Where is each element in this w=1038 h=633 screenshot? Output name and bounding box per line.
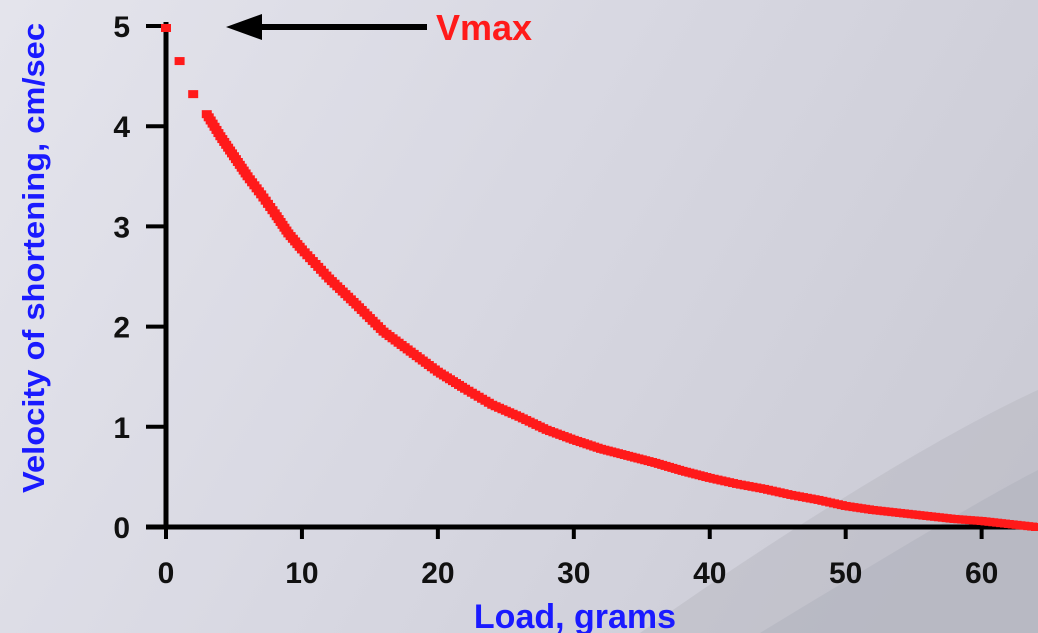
x-tick-label: 10 [285,557,318,590]
y-tick-label: 0 [113,512,130,545]
vmax-annotation: Vmax [436,7,532,48]
data-point-fill [483,398,494,407]
x-tick-label: 20 [421,557,454,590]
x-tick-label: 60 [965,557,998,590]
data-point-fill [782,490,793,499]
y-axis-ticks: 0 1 2 3 4 5 [113,11,166,545]
data-point-fill [646,457,657,466]
data-point-fill [945,514,956,523]
data-point-fill [701,473,712,482]
y-tick-label: 2 [113,312,130,345]
y-tick-label: 5 [113,11,130,44]
data-point-fill [728,479,739,488]
data-point-fill [348,297,359,306]
x-tick-label: 30 [557,557,590,590]
data-point-fill [918,511,929,520]
data-point-fill [538,424,549,433]
data-point-fill [402,345,413,354]
data-point-fill [267,206,278,215]
data-point-fill [836,501,847,510]
data-point-fill [863,505,874,514]
data-point-fill [213,129,224,138]
data-point-fill [972,516,983,525]
data-point-fill [294,242,305,251]
data-point-fill [891,508,902,517]
series-vmax-curve [161,24,1038,531]
data-point-fill [619,450,630,459]
data-point-fill [457,382,468,391]
x-tick-label: 0 [158,557,175,590]
data-point-fill [281,226,292,235]
data-point-fill [511,411,522,420]
x-tick-label: 40 [693,557,726,590]
y-tick-label: 3 [113,211,130,244]
data-point [161,24,171,33]
data-point-fill [429,365,440,374]
x-axis-title: Load, grams [474,598,676,633]
data-point [174,57,185,66]
data-point-fill [321,271,332,280]
data-point-fill [592,443,603,452]
y-tick-label: 1 [113,412,130,445]
y-tick-label: 4 [113,111,130,144]
data-point [188,90,199,99]
data-point-fill [674,465,685,474]
y-axis-title: Velocity of shortening, cm/sec [16,23,51,493]
data-point-fill [809,495,820,504]
data-point-fill [375,324,386,333]
x-tick-label: 50 [829,557,862,590]
vmax-arrow [226,14,427,40]
x-axis-ticks: 0 10 20 30 40 50 60 [158,527,998,590]
data-point-fill [1027,522,1038,531]
data-point-fill [755,484,766,493]
data-point-fill [999,519,1010,528]
data-point-fill [240,169,251,178]
data-point-fill [253,187,264,196]
data-point-fill [565,434,576,443]
data-point-fill [227,149,238,158]
